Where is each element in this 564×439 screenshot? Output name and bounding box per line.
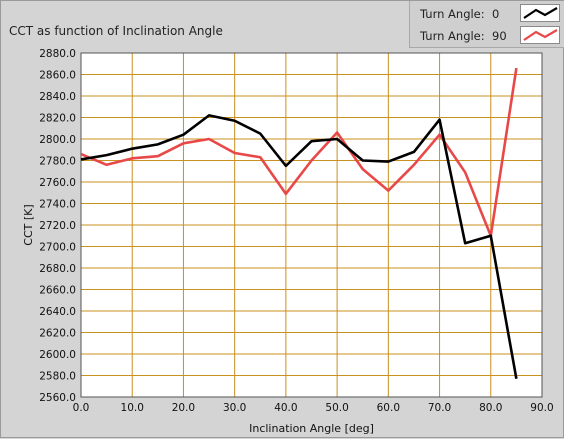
y-axis-label: CCT [K] <box>22 204 35 245</box>
y-tick-label: 2800.0 <box>39 134 76 146</box>
y-tick-label: 2760.0 <box>39 177 76 189</box>
y-tick-label: 2840.0 <box>39 91 76 103</box>
x-tick-label: 60.0 <box>377 402 400 414</box>
y-tick-label: 2680.0 <box>39 263 76 275</box>
x-tick-label: 50.0 <box>325 402 348 414</box>
plot-border <box>80 52 543 398</box>
legend-item-turn-90[interactable]: Turn Angle: 90 <box>410 24 564 46</box>
x-axis-label: Inclination Angle [deg] <box>249 422 374 435</box>
y-tick-label: 2600.0 <box>39 349 76 361</box>
chart-title: CCT as function of Inclination Angle <box>9 24 223 38</box>
y-tick-label: 2860.0 <box>39 70 76 82</box>
y-tick-label: 2700.0 <box>39 242 76 254</box>
x-tick-label: 20.0 <box>172 402 195 414</box>
legend: Turn Angle: 0 Turn Angle: 90 <box>409 1 564 48</box>
y-tick-label: 2640.0 <box>39 306 76 318</box>
legend-swatch-black <box>520 4 560 22</box>
legend-label: Turn Angle: <box>420 29 485 43</box>
x-tick-label: 40.0 <box>274 402 297 414</box>
y-tick-label: 2660.0 <box>39 285 76 297</box>
y-tick-label: 2880.0 <box>39 48 76 60</box>
x-tick-label: 10.0 <box>121 402 144 414</box>
y-tick-label: 2620.0 <box>39 328 76 340</box>
series-line-turn-0 <box>80 114 518 379</box>
x-tick-label: 70.0 <box>428 402 451 414</box>
legend-swatch-red <box>520 26 560 44</box>
legend-value: 90 <box>492 29 507 43</box>
x-tick-label: 30.0 <box>223 402 246 414</box>
x-tick-label: 0.0 <box>73 402 90 414</box>
y-tick-label: 2580.0 <box>39 371 76 383</box>
y-tick-label: 2740.0 <box>39 199 76 211</box>
y-tick-label: 2820.0 <box>39 113 76 125</box>
legend-value: 0 <box>492 7 500 21</box>
x-tick-label: 90.0 <box>530 402 553 414</box>
x-tick-label: 80.0 <box>479 402 502 414</box>
legend-item-turn-0[interactable]: Turn Angle: 0 <box>410 2 564 24</box>
y-tick-label: 2720.0 <box>39 220 76 232</box>
y-tick-label: 2560.0 <box>39 392 76 404</box>
legend-label: Turn Angle: <box>420 7 485 21</box>
y-tick-label: 2780.0 <box>39 156 76 168</box>
